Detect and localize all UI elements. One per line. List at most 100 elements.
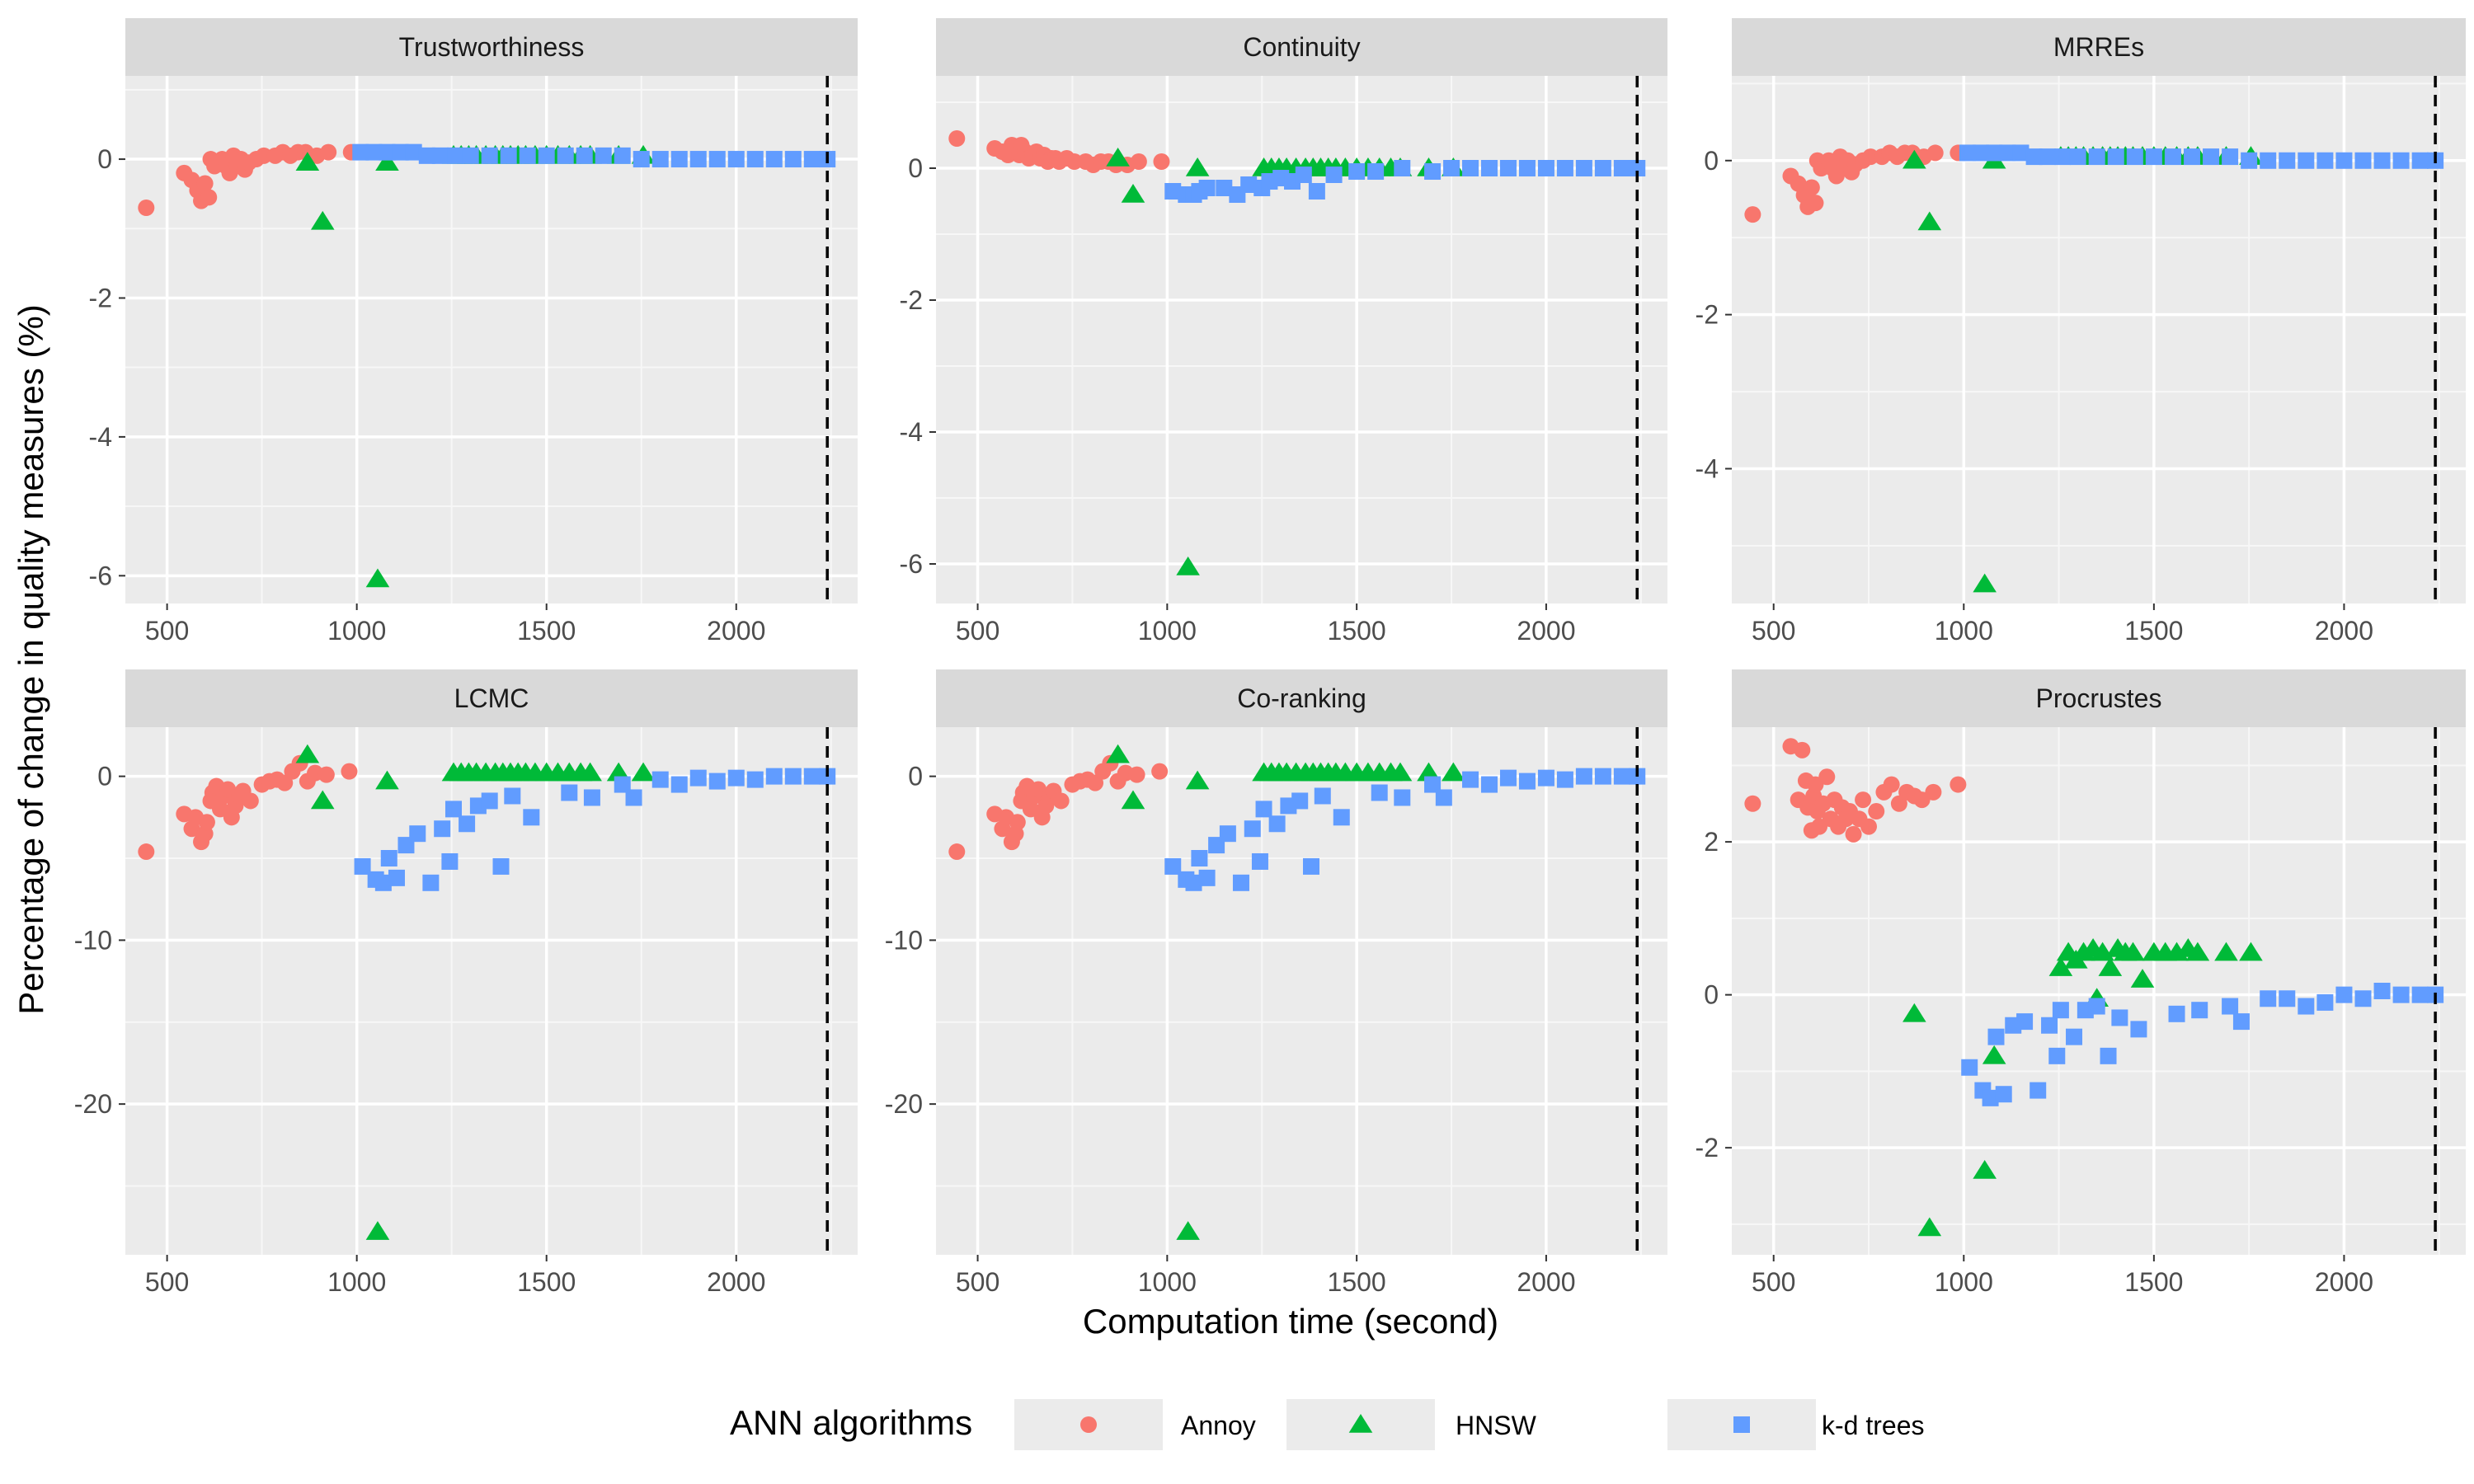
hnsw-point-14 bbox=[2121, 942, 2145, 961]
y-tick-label: 0 bbox=[908, 153, 923, 183]
facet-strip-title: Continuity bbox=[1243, 32, 1360, 62]
series-k-d-trees bbox=[1961, 983, 2444, 1106]
annoy-point-10 bbox=[1022, 801, 1039, 818]
facet-strip-title: MRREs bbox=[2053, 32, 2144, 62]
legend-item-annoy: Annoy bbox=[1014, 1399, 1256, 1450]
k-d-trees-point-17 bbox=[2241, 152, 2258, 169]
k-d-trees-point-0 bbox=[1959, 144, 1976, 162]
k-d-trees-point-12 bbox=[1295, 167, 1312, 183]
y-tick-label: -20 bbox=[885, 1089, 923, 1119]
k-d-trees-point-6 bbox=[1219, 825, 1236, 843]
k-d-trees-point-5 bbox=[418, 147, 435, 164]
k-d-trees-point-7 bbox=[447, 147, 464, 164]
x-tick-label: 2000 bbox=[707, 1267, 765, 1297]
x-tick-label: 1000 bbox=[327, 616, 386, 646]
x-tick-label: 1500 bbox=[2124, 1267, 2183, 1297]
series-annoy bbox=[1744, 738, 1967, 843]
panel-procrustes: Procrustes 500 1000 1500 2000 2 0 -2 bbox=[1696, 669, 2466, 1297]
k-d-trees-point-28 bbox=[2392, 986, 2410, 1003]
k-d-trees-point-27 bbox=[1594, 160, 1611, 176]
panel-co-ranking: Co-ranking 500 1000 1500 2000 0 -10 -20 bbox=[885, 669, 1667, 1297]
k-d-trees-point-21 bbox=[651, 771, 669, 788]
k-d-trees-point-26 bbox=[746, 771, 764, 788]
k-d-trees-point-15 bbox=[504, 787, 521, 805]
annoy-point-26 bbox=[317, 766, 335, 783]
k-d-trees-point-4 bbox=[1995, 1086, 2012, 1103]
k-d-trees-point-14 bbox=[2183, 148, 2200, 166]
k-d-trees-point-24 bbox=[2316, 993, 2334, 1011]
annoy-point-26 bbox=[320, 143, 337, 161]
series-annoy bbox=[138, 143, 360, 216]
hnsw-point-21 bbox=[631, 762, 656, 782]
k-d-trees-point-18 bbox=[1424, 163, 1442, 180]
y-tick-label: 0 bbox=[97, 144, 112, 174]
annoy-point-30 bbox=[1925, 783, 1942, 801]
k-d-trees-point-8 bbox=[2069, 148, 2086, 166]
k-d-trees-point-25 bbox=[1537, 769, 1554, 787]
k-d-trees-point-8 bbox=[462, 147, 479, 164]
k-d-trees-point-29 bbox=[2411, 986, 2429, 1003]
k-d-trees-point-26 bbox=[1556, 771, 1573, 788]
panel-continuity: Continuity 500 1000 1500 2000 0 -2 -4 -6 bbox=[900, 18, 1667, 646]
panel-lcmc: LCMC 500 1000 1500 2000 0 -10 -20 bbox=[74, 669, 858, 1297]
k-d-trees-point-12 bbox=[538, 147, 555, 164]
x-tick-label: 1000 bbox=[1935, 1267, 1993, 1297]
series-k-d-trees bbox=[1164, 160, 1646, 203]
k-d-trees-point-22 bbox=[1499, 160, 1517, 176]
k-d-trees-point-6 bbox=[2016, 1013, 2034, 1031]
legend-label: k-d trees bbox=[1822, 1411, 1924, 1440]
k-d-trees-point-19 bbox=[2222, 998, 2239, 1015]
legend-k-d-trees-point bbox=[1733, 1416, 1750, 1433]
x-tick-label: 1000 bbox=[327, 1267, 386, 1297]
k-d-trees-point-9 bbox=[2048, 1047, 2066, 1064]
k-d-trees-point-22 bbox=[670, 776, 688, 793]
k-d-trees-point-4 bbox=[1198, 869, 1216, 886]
y-tick-label: -4 bbox=[1696, 453, 1719, 483]
hnsw-point-3 bbox=[375, 770, 399, 790]
y-tick-label: -6 bbox=[900, 549, 923, 579]
annoy-point-22 bbox=[1860, 818, 1878, 835]
hnsw-point-2 bbox=[1973, 573, 1997, 593]
series-k-d-trees bbox=[354, 768, 836, 891]
k-d-trees-point-0 bbox=[1961, 1059, 1978, 1076]
hnsw-point-1 bbox=[1917, 211, 1942, 231]
k-d-trees-point-24 bbox=[765, 151, 783, 168]
annoy-point-26 bbox=[1128, 766, 1145, 783]
k-d-trees-point-15 bbox=[1314, 787, 1331, 805]
legend-item-k-d-trees: k-d trees bbox=[1667, 1399, 1924, 1450]
annoy-point-5 bbox=[1803, 179, 1820, 196]
k-d-trees-point-29 bbox=[1629, 160, 1646, 176]
facet-strip bbox=[936, 18, 1667, 76]
k-d-trees-point-11 bbox=[459, 815, 476, 833]
hnsw-point-11 bbox=[2098, 957, 2123, 976]
k-d-trees-point-25 bbox=[784, 151, 802, 168]
k-d-trees-point-29 bbox=[803, 768, 821, 785]
x-tick-label: 1500 bbox=[517, 616, 576, 646]
k-d-trees-point-10 bbox=[2107, 148, 2124, 166]
k-d-trees-point-21 bbox=[1462, 771, 1479, 788]
x-tick-label: 500 bbox=[145, 616, 189, 646]
k-d-trees-point-1 bbox=[365, 143, 383, 161]
k-d-trees-point-17 bbox=[1371, 784, 1388, 801]
annoy-point-21 bbox=[1855, 791, 1872, 809]
x-tick-label: 2000 bbox=[2315, 616, 2373, 646]
y-tick-label: 0 bbox=[1704, 146, 1719, 176]
hnsw-point-22 bbox=[2239, 942, 2263, 961]
annoy-point-19 bbox=[1862, 148, 1879, 166]
legend-hnsw-point bbox=[1348, 1414, 1373, 1433]
x-tick-label: 1000 bbox=[1138, 1267, 1197, 1297]
hnsw-point-1 bbox=[1917, 1217, 1942, 1237]
y-tick-label: -2 bbox=[900, 285, 923, 315]
x-tick-label: 2000 bbox=[2315, 1267, 2373, 1297]
k-d-trees-point-7 bbox=[1240, 176, 1258, 193]
y-tick-label: -6 bbox=[89, 561, 112, 590]
k-d-trees-point-23 bbox=[1499, 769, 1517, 787]
k-d-trees-point-21 bbox=[2260, 990, 2277, 1007]
k-d-trees-point-14 bbox=[1302, 857, 1319, 875]
annoy-point-3 bbox=[1794, 741, 1811, 758]
x-tick-label: 1500 bbox=[1328, 616, 1386, 646]
k-d-trees-point-15 bbox=[595, 147, 612, 164]
k-d-trees-point-16 bbox=[1367, 163, 1385, 180]
legend-items: Annoy HNSW k-d trees bbox=[1014, 1399, 1924, 1450]
